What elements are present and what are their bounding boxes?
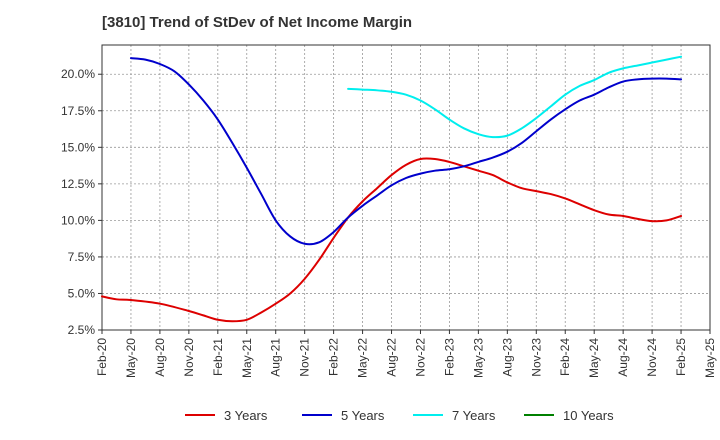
x-tick-label: Feb-25 bbox=[674, 338, 688, 376]
y-tick-label: 7.5% bbox=[68, 250, 96, 264]
x-tick-label: Feb-20 bbox=[95, 338, 109, 376]
y-tick-label: 15.0% bbox=[61, 140, 95, 154]
series-line-5-years bbox=[129, 57, 683, 246]
x-tick-label: May-25 bbox=[703, 338, 717, 378]
legend-label-10-years: 10 Years bbox=[563, 408, 614, 423]
x-tick-label: Feb-24 bbox=[558, 338, 572, 376]
series-line-3-years bbox=[101, 157, 683, 323]
x-tick-label: Feb-23 bbox=[442, 338, 456, 376]
y-axis: 2.5% 5.0% 7.5% 10.0% 12.5% 15.0% 17.5% 20.0% bbox=[61, 67, 102, 337]
y-tick-label: 17.5% bbox=[61, 104, 95, 118]
x-tick-label: Aug-24 bbox=[616, 338, 630, 377]
x-tick-label: Aug-22 bbox=[385, 338, 399, 377]
chart-title: [3810] Trend of StDev of Net Income Marg… bbox=[102, 14, 413, 31]
x-tick-label: Aug-20 bbox=[153, 338, 167, 377]
plot-background bbox=[102, 45, 710, 330]
y-tick-label: 10.0% bbox=[61, 213, 95, 227]
x-tick-label: Nov-21 bbox=[298, 338, 312, 377]
y-tick-label: 20.0% bbox=[61, 67, 95, 81]
x-tick-label: Nov-22 bbox=[413, 338, 427, 377]
x-tick-label: May-20 bbox=[124, 338, 138, 378]
plot-area bbox=[101, 44, 711, 331]
x-tick-label: Aug-23 bbox=[500, 338, 514, 377]
legend-label-7-years: 7 Years bbox=[452, 408, 496, 423]
x-tick-label: Nov-23 bbox=[529, 338, 543, 377]
x-tick-label: May-23 bbox=[471, 338, 485, 378]
x-axis: Feb-20 May-20 Aug-20 Nov-20 Feb-21 May-21 Aug-… bbox=[95, 330, 717, 378]
x-tick-label: Feb-21 bbox=[211, 338, 225, 376]
x-tick-label: Aug-21 bbox=[269, 338, 283, 377]
x-tick-label: May-24 bbox=[587, 338, 601, 378]
y-tick-label: 12.5% bbox=[61, 177, 95, 191]
series-line-7-years bbox=[347, 55, 683, 139]
x-tick-label: Nov-20 bbox=[182, 338, 196, 377]
x-tick-label: May-21 bbox=[240, 338, 254, 378]
y-tick-label: 2.5% bbox=[68, 323, 96, 337]
legend: 3 Years 5 Years 7 Years 10 Years bbox=[185, 408, 614, 423]
x-tick-label: Feb-22 bbox=[327, 338, 341, 376]
legend-label-3-years: 3 Years bbox=[224, 408, 268, 423]
legend-label-5-years: 5 Years bbox=[341, 408, 385, 423]
y-tick-label: 5.0% bbox=[68, 286, 96, 300]
x-tick-label: May-22 bbox=[356, 338, 370, 378]
x-tick-label: Nov-24 bbox=[645, 338, 659, 377]
series-layer bbox=[101, 55, 683, 323]
plot-frame bbox=[101, 44, 711, 331]
